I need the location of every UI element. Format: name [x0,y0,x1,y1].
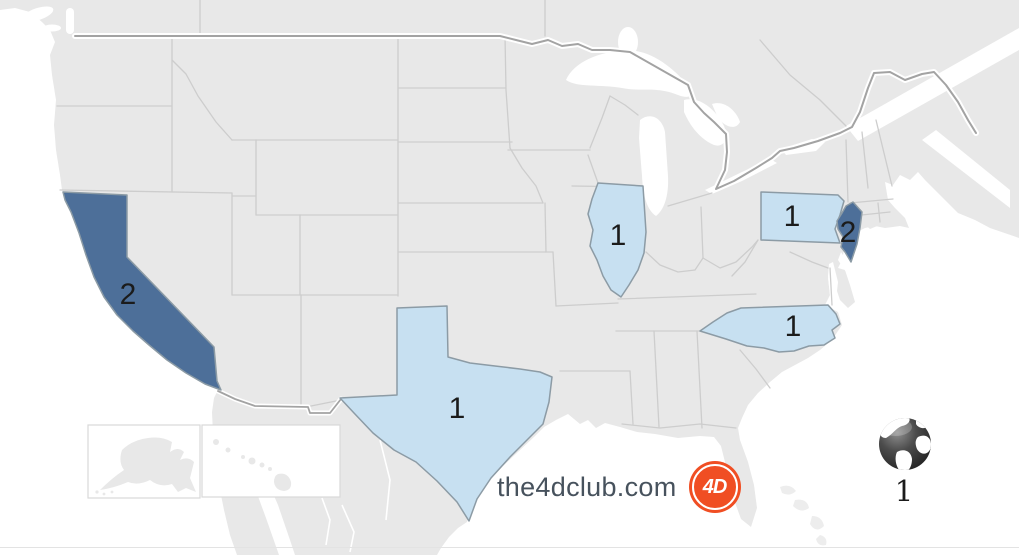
state-new-jersey[interactable] [836,201,863,263]
georgian-bay [712,103,740,127]
label-north-carolina-value: 1 [784,310,802,343]
alaska-landmass [100,437,196,492]
state-pennsylvania[interactable] [760,191,845,244]
label-other-region-value: 1 [894,474,914,508]
state-illinois[interactable] [587,182,647,298]
hawaii-islands [213,439,292,491]
state-borders [56,0,894,429]
label-pennsylvania-value: 1 [783,200,801,233]
long-island [863,212,901,229]
bahamas-islands [780,485,827,546]
brand-link[interactable]: the4dclub.com 4D [497,461,741,513]
badge-ring: 4D [691,464,738,510]
label-illinois-value: 1 [609,219,627,252]
hawaii-inset [201,424,341,498]
lake-superior [566,50,693,97]
label-california-value: 2 [119,278,137,311]
label-texas-value: 1 [448,392,466,425]
us-canada-border [74,35,977,190]
state-california[interactable] [62,191,222,391]
state-texas[interactable] [339,305,553,522]
state-north-carolina[interactable] [699,304,841,353]
lake-michigan [639,116,669,216]
lake-huron [684,99,726,146]
brand-4d-badge: 4D [688,461,741,513]
globe-icon[interactable] [878,416,931,472]
alaska-inset [87,424,201,499]
brand-site-text: the4dclub.com [497,471,677,502]
us-mexico-border [217,390,342,414]
st-lawrence-river [846,28,1019,141]
bay-of-fundy [922,130,1010,208]
delaware-bay [838,252,850,272]
label-new-jersey-value: 2 [839,216,857,249]
map-bottom-rule [0,547,1019,548]
puget-sound-water [22,6,74,34]
badge-text: 4D [702,475,728,498]
mexico-borders [321,439,391,553]
